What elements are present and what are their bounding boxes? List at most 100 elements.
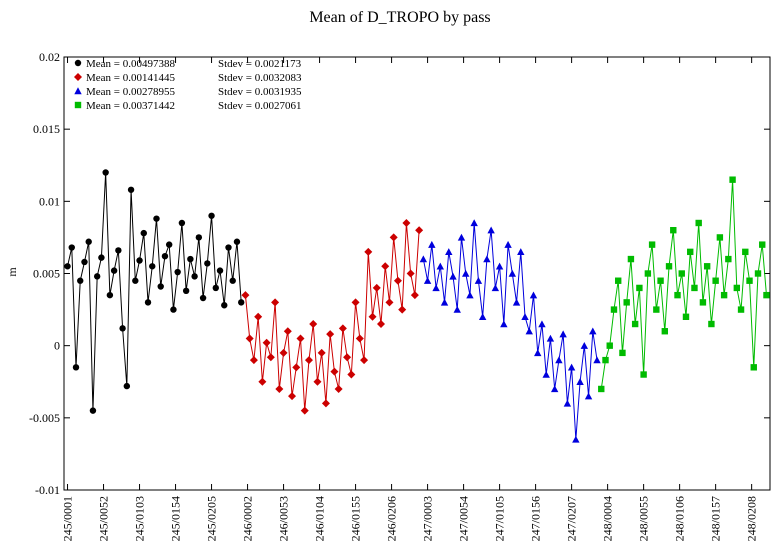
x-tick-label: 248/0106 xyxy=(673,496,687,541)
chart-title: Mean of D_TROPO by pass xyxy=(309,9,490,26)
data-point xyxy=(428,240,436,248)
data-point xyxy=(254,312,263,321)
x-tick-label: 247/0105 xyxy=(493,496,507,541)
data-point xyxy=(678,270,685,277)
data-point xyxy=(619,349,626,357)
data-point xyxy=(136,257,143,264)
legend-stdev: Stdev = 0.0021173 xyxy=(218,58,302,70)
data-point xyxy=(110,267,118,274)
data-point xyxy=(389,233,398,242)
x-tick-label: 248/0055 xyxy=(637,496,651,541)
x-tick-label: 246/0206 xyxy=(385,496,399,541)
legend-stdev: Stdev = 0.0032083 xyxy=(218,72,302,84)
data-point xyxy=(149,263,156,270)
data-point xyxy=(687,248,694,256)
data-point xyxy=(703,263,711,270)
legend-stdev: Stdev = 0.0027061 xyxy=(218,100,302,112)
data-point xyxy=(258,377,267,386)
data-point xyxy=(296,334,305,343)
x-tick-label: 245/0103 xyxy=(133,496,147,541)
data-point xyxy=(653,306,660,313)
data-point xyxy=(221,302,228,309)
data-point xyxy=(225,244,232,251)
data-point xyxy=(572,435,580,443)
data-point xyxy=(729,176,736,183)
data-point xyxy=(212,284,219,292)
data-point xyxy=(593,356,601,364)
series-line xyxy=(67,172,242,411)
data-point xyxy=(368,312,377,321)
data-point xyxy=(208,212,215,219)
data-point xyxy=(648,241,656,248)
y-axis-label: m xyxy=(5,267,19,277)
data-point xyxy=(204,260,211,267)
series-line xyxy=(600,179,767,390)
data-point xyxy=(283,327,292,336)
data-point xyxy=(457,233,466,241)
data-point xyxy=(309,320,318,329)
data-point xyxy=(364,247,373,256)
data-point xyxy=(241,291,250,300)
data-point xyxy=(487,226,495,234)
legend-marker xyxy=(74,101,82,109)
data-point xyxy=(525,327,533,335)
data-point xyxy=(504,240,512,248)
data-point xyxy=(132,277,139,284)
data-point xyxy=(453,305,461,313)
data-point xyxy=(81,258,88,266)
data-point xyxy=(610,306,618,313)
data-point xyxy=(372,283,381,292)
y-tick-label: -0.01 xyxy=(35,483,60,497)
data-point xyxy=(517,248,525,256)
data-point xyxy=(229,277,236,284)
data-point xyxy=(440,298,449,306)
data-point xyxy=(351,298,360,307)
x-tick-label: 248/0208 xyxy=(745,496,759,541)
data-point xyxy=(708,320,715,328)
data-point xyxy=(326,330,335,339)
data-point xyxy=(598,385,605,393)
data-point xyxy=(93,273,101,280)
data-point xyxy=(398,305,407,314)
data-point xyxy=(72,364,80,371)
data-point xyxy=(249,356,258,365)
data-point xyxy=(321,399,330,408)
data-point xyxy=(338,324,347,333)
data-point xyxy=(716,234,724,241)
x-tick-label: 246/0155 xyxy=(349,496,363,541)
data-point xyxy=(449,272,457,280)
data-point xyxy=(478,313,487,320)
data-point xyxy=(393,276,402,285)
data-point xyxy=(410,291,419,300)
y-tick-label: 0.015 xyxy=(33,122,60,136)
data-point xyxy=(436,262,444,270)
data-point xyxy=(750,364,757,371)
data-point xyxy=(623,299,630,306)
data-point xyxy=(720,291,728,299)
data-point xyxy=(313,377,322,386)
data-point xyxy=(381,262,390,271)
plot-frame xyxy=(63,56,771,491)
data-point xyxy=(606,342,613,349)
data-point xyxy=(170,306,177,313)
data-point xyxy=(64,263,71,270)
data-point xyxy=(385,298,394,307)
data-point xyxy=(661,328,669,335)
data-point xyxy=(102,169,109,176)
data-point xyxy=(415,226,424,235)
data-point xyxy=(508,269,517,277)
data-point xyxy=(334,384,343,393)
data-point xyxy=(699,299,707,306)
data-point xyxy=(542,370,550,378)
data-point xyxy=(432,284,440,292)
data-point xyxy=(559,330,567,338)
data-point xyxy=(144,299,152,306)
data-point xyxy=(262,338,271,347)
data-point xyxy=(127,186,135,193)
data-point xyxy=(737,306,745,313)
data-point xyxy=(567,363,576,371)
legend-marker xyxy=(74,87,82,95)
data-point xyxy=(546,334,555,342)
data-point xyxy=(576,378,584,385)
data-point xyxy=(355,334,364,343)
